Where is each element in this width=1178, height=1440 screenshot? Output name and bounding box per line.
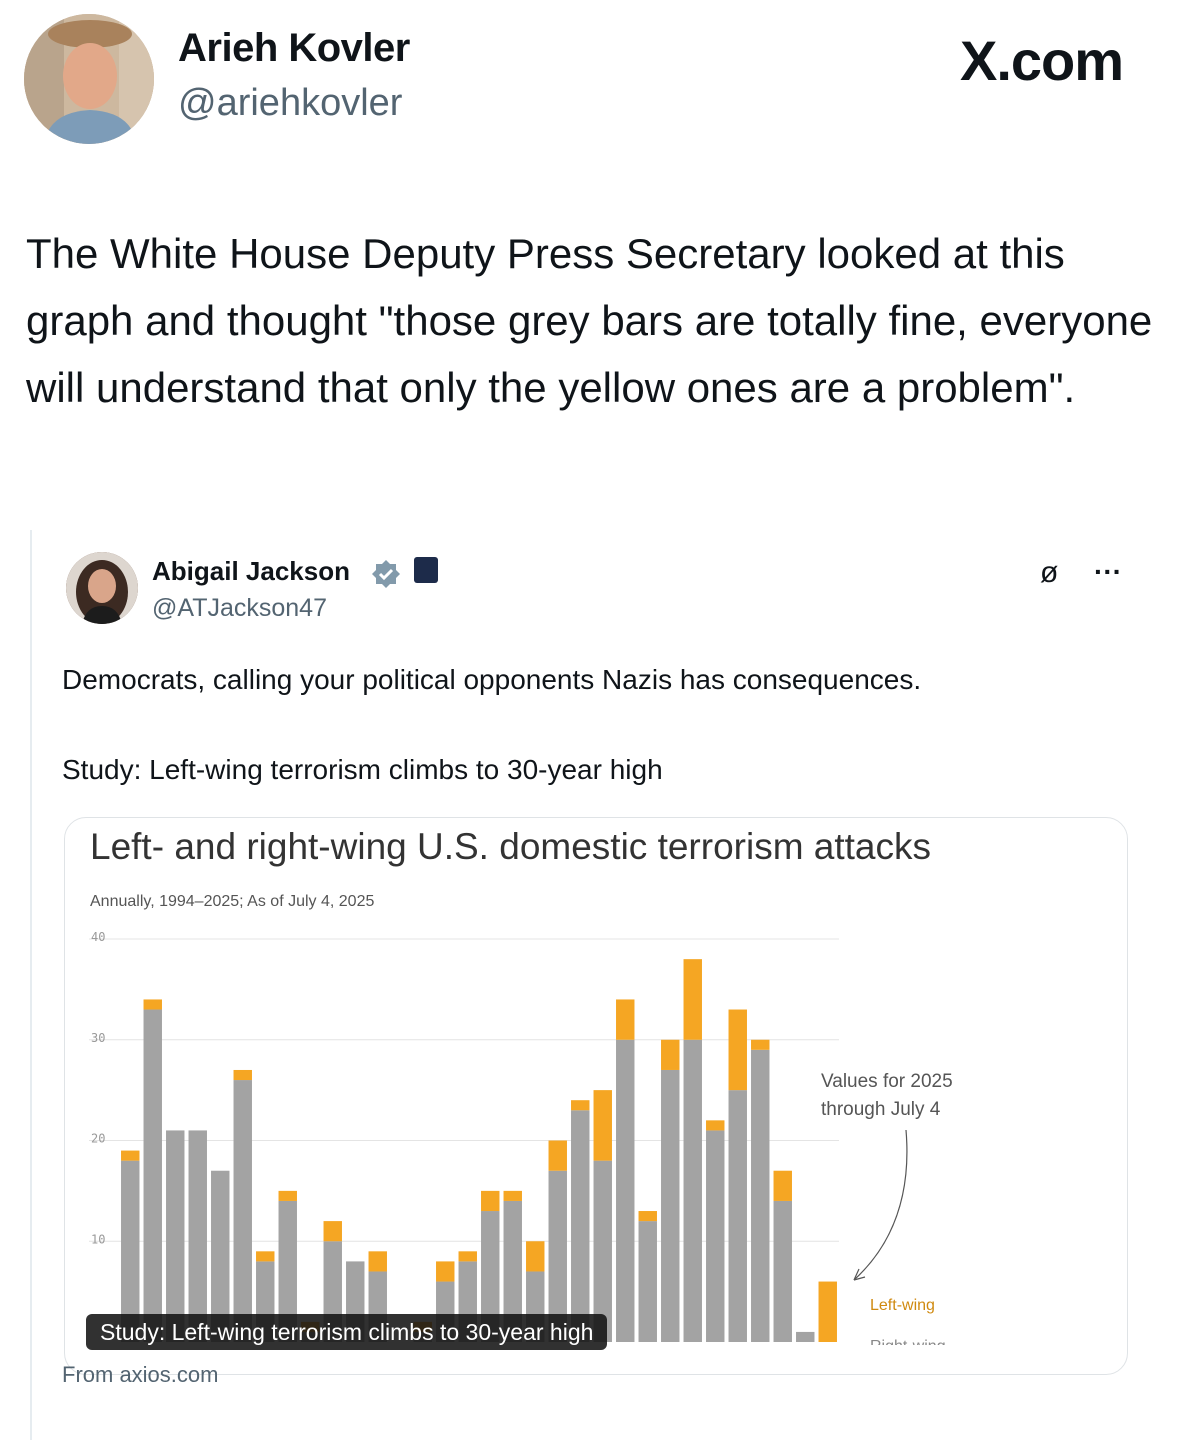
bar-left-wing-2011 [503,1190,522,1201]
bar-right-wing-2013 [548,1170,567,1342]
bar-left-wing-2001 [278,1190,297,1201]
bar-right-wing-1994 [121,1160,140,1342]
bar-right-wing-2023 [773,1200,792,1342]
bar-left-wing-2019 [683,959,702,1040]
bar-right-wing-2010 [481,1211,500,1342]
bar-right-wing-2022 [751,1049,770,1342]
more-icon[interactable]: ··· [1094,556,1122,587]
bar-left-wing-2017 [638,1211,657,1222]
bar-left-wing-2000 [256,1251,275,1262]
chart-title: Left- and right-wing U.S. domestic terro… [90,826,932,867]
bar-left-wing-1995 [143,999,162,1010]
bar-left-wing-2014 [571,1100,590,1111]
bar-left-wing-2022 [751,1039,770,1050]
bar-right-wing-1995 [143,1009,162,1342]
bar-right-wing-2021 [728,1090,747,1342]
bar-left-wing-2009 [458,1251,477,1262]
bar-right-wing-1998 [211,1170,230,1342]
annotation-text: through July 4 [821,1099,941,1120]
embedded-tweet-screenshot [30,530,1178,1440]
bar-right-wing-1997 [188,1130,207,1342]
bar-right-wing-2024 [796,1331,815,1342]
bar-right-wing-2015 [593,1160,612,1342]
bar-left-wing-2013 [548,1140,567,1171]
bar-right-wing-2017 [638,1221,657,1342]
annotation-arrow [853,1129,908,1281]
bar-left-wing-2016 [616,999,635,1040]
bar-right-wing-2011 [503,1200,522,1342]
annotation-text: Values for 2025 [821,1071,953,1092]
author-avatar[interactable] [24,14,154,144]
terrorism-bar-chart: 10 20 30 40 Values for 2025 through July 4 Lef… [89,930,953,1345]
bar-right-wing-1996 [166,1130,185,1342]
chart-subtitle: Annually, 1994–2025; As of July 4, 2025 [90,893,375,910]
bar-left-wing-2003 [323,1221,342,1242]
bar-left-wing-2023 [773,1170,792,1201]
quoted-author-avatar[interactable] [66,552,138,624]
bar-left-wing-2005 [368,1251,387,1272]
bar-right-wing-2020 [706,1130,725,1342]
y-tick-label: 10 [91,1232,105,1246]
bar-left-wing-2021 [728,1009,747,1091]
bar-left-wing-2010 [481,1190,500,1212]
bar-left-wing-2025 [818,1281,837,1342]
bar-left-wing-2015 [593,1090,612,1161]
card-caption[interactable]: Study: Left-wing terrorism climbs to 30-… [86,1314,608,1350]
grok-icon[interactable]: ø [1040,556,1059,589]
legend-right-wing: Right-wing [870,1338,946,1345]
author-name[interactable]: Arieh Kovler [178,26,410,70]
tweet-text: The White House Deputy Press Secretary l… [26,230,1153,411]
quoted-tweet-text: Democrats, calling your political oppone… [62,664,922,695]
bar-right-wing-2014 [571,1110,590,1342]
bar-right-wing-2016 [616,1039,635,1342]
bar-left-wing-1994 [121,1150,140,1161]
y-tick-label: 40 [91,930,105,944]
verified-badge-icon [372,560,400,588]
government-badge-icon [414,557,438,583]
bar-right-wing-2001 [278,1200,297,1342]
x-logo: X.com [960,29,1124,92]
bar-left-wing-2018 [661,1039,680,1070]
bar-right-wing-1999 [233,1080,252,1342]
annotation-arrowhead [853,1268,866,1281]
bar-left-wing-2012 [526,1241,545,1272]
card-source[interactable]: From axios.com [62,1362,219,1387]
bar-left-wing-2020 [706,1120,725,1131]
bar-left-wing-1999 [233,1069,252,1081]
author-handle[interactable]: @ariehkovler [178,82,403,124]
y-tick-label: 20 [91,1132,105,1146]
bar-right-wing-2019 [683,1039,702,1342]
legend-left-wing: Left-wing [870,1297,935,1314]
y-tick-label: 30 [91,1031,105,1045]
quoted-tweet-link-title: Study: Left-wing terrorism climbs to 30-… [62,754,663,785]
quoted-author-handle[interactable]: @ATJackson47 [152,594,327,622]
quoted-author-name[interactable]: Abigail Jackson [152,556,350,586]
bar-right-wing-2018 [661,1069,680,1342]
bar-left-wing-2008 [436,1261,455,1282]
